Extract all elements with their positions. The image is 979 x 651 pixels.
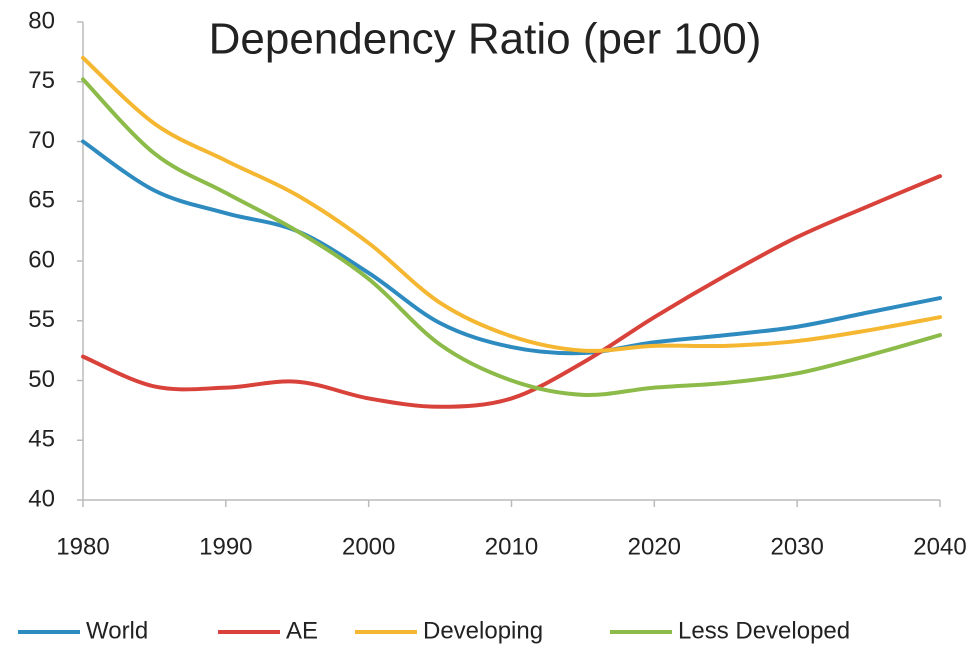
y-tick-label: 45 bbox=[28, 426, 55, 453]
x-tick-label: 2000 bbox=[342, 533, 395, 560]
y-tick-label: 55 bbox=[28, 306, 55, 333]
x-tick-label: 1990 bbox=[199, 533, 252, 560]
series-line bbox=[81, 77, 942, 397]
series-line bbox=[81, 174, 942, 409]
y-tick-label: 80 bbox=[28, 7, 55, 34]
x-tick-label: 2010 bbox=[485, 533, 538, 560]
series-line bbox=[81, 139, 942, 356]
x-tick-label: 2040 bbox=[913, 533, 966, 560]
x-tick-label: 2030 bbox=[770, 533, 823, 560]
x-tick-label: 1980 bbox=[56, 533, 109, 560]
legend-label: AE bbox=[286, 617, 318, 644]
chart-title: Dependency Ratio (per 100) bbox=[209, 15, 762, 64]
y-tick-label: 70 bbox=[28, 127, 55, 154]
y-tick-label: 75 bbox=[28, 67, 55, 94]
legend-label: Developing bbox=[423, 617, 543, 644]
y-tick-label: 40 bbox=[28, 485, 55, 512]
legend-label: World bbox=[86, 617, 148, 644]
y-tick-label: 65 bbox=[28, 187, 55, 214]
legend-label: Less Developed bbox=[678, 617, 850, 644]
y-tick-label: 50 bbox=[28, 366, 55, 393]
y-tick-label: 60 bbox=[28, 246, 55, 273]
x-tick-label: 2020 bbox=[628, 533, 681, 560]
series-line bbox=[81, 55, 942, 353]
